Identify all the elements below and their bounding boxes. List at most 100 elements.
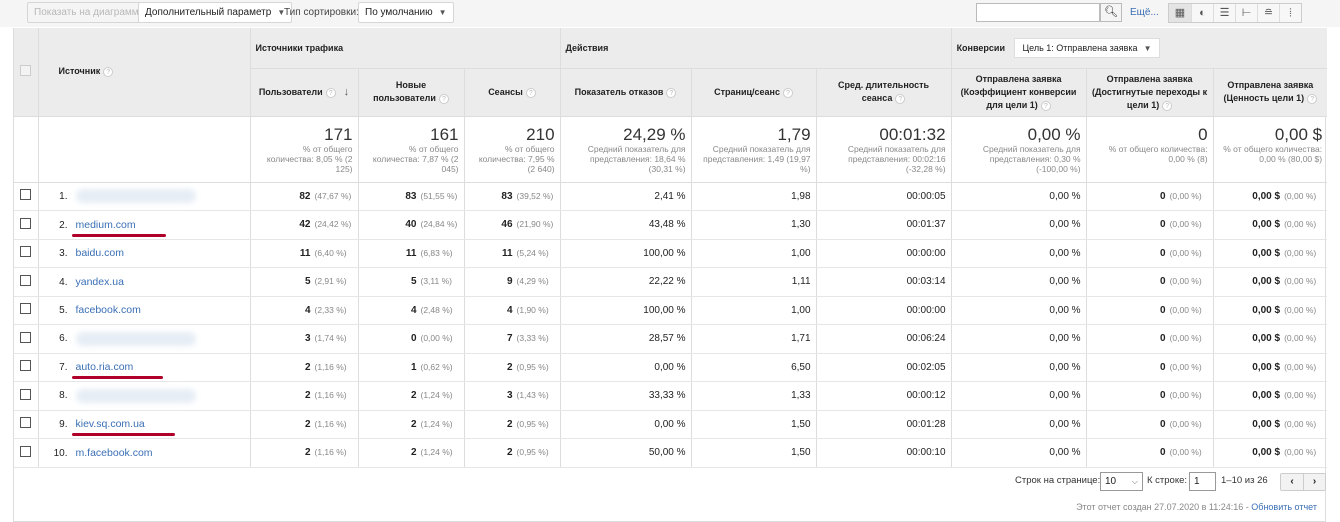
users-column-header[interactable]: Пользователи? ↓ [249, 68, 358, 117]
goal1-conversion-rate-cell: 0,00 % [950, 267, 1087, 297]
goal1-conversion-rate-column-header[interactable]: Отправлена заявка (Коэффициент конверсии… [950, 68, 1087, 117]
goal1-conversion-rate-cell: 0,00 % [950, 182, 1087, 211]
report-generated-info: Этот отчет создан 27.07.2020 в 11:24:16 … [1076, 502, 1317, 512]
row-checkbox[interactable] [20, 388, 32, 400]
sort-type-value: По умолчанию [365, 7, 433, 18]
sessions-column-header[interactable]: Сеансы? [463, 68, 561, 117]
bounce-rate-cell: 100,00 % [559, 239, 692, 268]
performance-view-icon[interactable]: ☰ [1213, 4, 1235, 22]
row-checkbox[interactable] [20, 189, 32, 201]
sort-type-dropdown[interactable]: По умолчанию ▼ [358, 2, 454, 23]
caret-down-icon: ▼ [438, 8, 447, 17]
new-users-cell: 2 (1,24 %) [357, 410, 464, 439]
checkbox-cell [14, 438, 38, 468]
source-column-header[interactable]: Источник? [37, 28, 250, 117]
source-link[interactable]: m.facebook.com [75, 446, 153, 459]
term-cloud-view-icon[interactable]: ≘ [1257, 4, 1279, 22]
goto-row-input[interactable]: 1 [1189, 472, 1216, 491]
row-checkbox[interactable] [20, 445, 32, 457]
row-checkbox[interactable] [20, 360, 32, 372]
percent: (6,40 %) [314, 247, 347, 258]
percent: (39,52 %) [516, 190, 554, 201]
new-users-header-label: Новые пользователи [373, 80, 436, 103]
row-checkbox[interactable] [20, 274, 32, 286]
value: 5 [410, 276, 417, 288]
secondary-dimension-dropdown[interactable]: Дополнительный параметр ▼ [138, 2, 293, 23]
help-icon[interactable]: ? [525, 87, 536, 98]
goal1-value-column-header[interactable]: Отправлена заявка (Ценность цели 1)? [1212, 68, 1328, 117]
pie-view-icon[interactable]: ◐ [1191, 4, 1213, 22]
comparison-view-icon[interactable]: ⊢ [1235, 4, 1257, 22]
help-icon[interactable]: ? [1307, 94, 1318, 104]
goal1-completions-cell: 0 (0,00 %) [1085, 438, 1214, 468]
checkbox-cell [14, 267, 38, 297]
goal1-completions-cell: 0 (0,00 %) [1085, 182, 1214, 211]
refresh-report-link[interactable]: Обновить отчет [1251, 502, 1317, 512]
help-icon[interactable]: ? [782, 87, 793, 98]
row-index: 10. [53, 447, 68, 459]
help-icon[interactable]: ? [438, 94, 449, 104]
value: 2 [304, 361, 311, 373]
value: 9 [506, 276, 513, 288]
source-cell: 5. facebook.com [37, 296, 250, 325]
conversions-label: Конверсии [956, 42, 1005, 53]
help-icon[interactable]: ? [1162, 100, 1173, 111]
source-link[interactable]: yandex.ua [75, 275, 124, 288]
value: 0,00 $ [1252, 390, 1281, 402]
view-switcher: ▦ ◐ ☰ ⊢ ≘ ⦙ [1168, 3, 1302, 23]
percent: (0,00 %) [1169, 333, 1202, 344]
sort-desc-icon[interactable]: ↓ [343, 85, 350, 98]
checkbox-cell [14, 410, 38, 439]
bounce-rate-column-header[interactable]: Показатель отказов? [559, 68, 692, 117]
row-checkbox[interactable] [20, 331, 32, 343]
highlight-underline [71, 433, 175, 437]
chevron-down-icon: ⌵ [1131, 477, 1138, 486]
help-icon[interactable]: ? [895, 94, 906, 104]
row-checkbox[interactable] [20, 217, 32, 229]
search-input[interactable] [976, 3, 1100, 22]
row-checkbox[interactable] [20, 417, 32, 429]
percent: (1,16 %) [314, 447, 347, 458]
help-icon[interactable]: ? [666, 87, 677, 98]
percent: (0,00 %) [1284, 276, 1317, 287]
goal1-completions-header-label: Отправлена заявка (Достигнутые переходы … [1091, 73, 1208, 110]
rows-per-page-select[interactable]: 10 ⌵ [1100, 472, 1143, 491]
percent: (2,91 %) [314, 276, 347, 287]
source-cell: 10. m.facebook.com [37, 438, 250, 468]
source-link[interactable]: auto.ria.com [75, 361, 134, 374]
more-link[interactable]: Ещё... [1130, 7, 1159, 18]
percent: (1,43 %) [516, 390, 549, 401]
show-on-chart-button[interactable]: Показать на диаграмме [27, 2, 152, 23]
prev-page-button[interactable]: ‹ [1281, 474, 1303, 490]
percent: (0,00 %) [1284, 304, 1317, 315]
avg-session-duration-column-header[interactable]: Сред. длительность сеанса? [815, 68, 952, 117]
source-cell: 4. yandex.ua [37, 267, 250, 297]
row-checkbox[interactable] [20, 246, 32, 258]
search-button[interactable]: 🔍︎ [1100, 3, 1122, 22]
percent: (47,67 %) [314, 190, 352, 201]
users-header-label: Пользователи [258, 86, 323, 97]
source-link[interactable]: medium.com [75, 218, 136, 231]
help-icon[interactable]: ? [325, 87, 336, 98]
help-icon[interactable]: ? [103, 67, 114, 78]
percent: (6,83 %) [420, 247, 453, 258]
source-link-wrapper: auto.ria.com [71, 361, 164, 380]
source-link[interactable]: facebook.com [75, 304, 141, 317]
goal-select[interactable]: Цель 1: Отправлена заявка ▼ [1013, 37, 1161, 58]
pivot-view-icon[interactable]: ⦙ [1279, 4, 1301, 22]
select-all-checkbox[interactable] [20, 65, 32, 77]
source-cell: 6. [37, 324, 250, 354]
totals-empty [14, 116, 38, 183]
users-cell: 2 (1,16 %) [249, 381, 358, 411]
goal1-completions-column-header[interactable]: Отправлена заявка (Достигнутые переходы … [1085, 68, 1214, 117]
help-icon[interactable]: ? [1040, 100, 1051, 111]
row-checkbox[interactable] [20, 303, 32, 315]
table-view-icon[interactable]: ▦ [1169, 4, 1191, 22]
source-link[interactable]: kiev.sq.com.ua [75, 418, 145, 431]
goal1-completions-cell: 0 (0,00 %) [1085, 296, 1214, 325]
pages-per-session-column-header[interactable]: Страниц/сеанс? [690, 68, 817, 117]
next-page-button[interactable]: › [1303, 474, 1325, 490]
source-link[interactable]: baidu.com [75, 247, 124, 260]
new-users-column-header[interactable]: Новые пользователи? [357, 68, 464, 117]
value: 0 [1160, 276, 1166, 288]
